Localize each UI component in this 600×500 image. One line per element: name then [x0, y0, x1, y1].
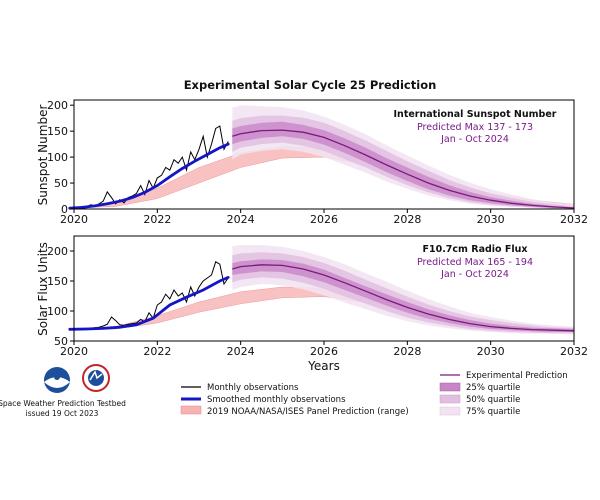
radio-flux-annotation-heading: F10.7cm Radio Flux: [422, 244, 527, 255]
radio-flux-x-tick-label: 2022: [143, 345, 171, 358]
radio-flux-smoothed-line: [68, 276, 230, 331]
sunspot-y-tick-label: 200: [47, 99, 68, 112]
radio-flux-experimental-line: [232, 264, 575, 332]
sunspot-x-tick-label: 2020: [60, 213, 88, 226]
sunspot-x-tick-label: 2022: [143, 213, 171, 226]
sunspot-x-tick-label: 2026: [310, 213, 338, 226]
sunspot-y-tick-label: 100: [47, 151, 68, 164]
x-axis-label: Years: [307, 359, 340, 373]
sunspot-x-tick-label: 2032: [560, 213, 588, 226]
legend-experimental-label: Experimental Prediction: [466, 371, 568, 381]
radio-flux-y-tick-label: 150: [47, 275, 68, 288]
space-weather-logo: [82, 364, 110, 392]
sunspot-ticks: 2020 2022 2024 2026 2028 2030 2032 0 50 100 150 200: [47, 99, 588, 226]
sunspot-x-tick-label: 2024: [227, 213, 255, 226]
radio-flux-x-tick-label: 2032: [560, 345, 588, 358]
radio-flux-x-tick-label: 2028: [393, 345, 421, 358]
legend-q75-label: 75% quartile: [466, 407, 520, 417]
radio-flux-y-tick-label: 50: [54, 335, 68, 348]
noaa-logo: [44, 367, 70, 393]
sunspot-annotation-date: Jan - Oct 2024: [440, 134, 509, 145]
legend-q75-swatch: [439, 406, 461, 416]
legend-panel-swatch: [180, 405, 202, 415]
legend-monthly-label: Monthly observations: [207, 383, 299, 393]
radio-flux-x-tick-label: 2026: [310, 345, 338, 358]
radio-flux-panel: 2020 2022 2024 2026 2028 2030 203250100150200 …: [36, 235, 588, 358]
sunspot-x-tick-label: 2030: [477, 213, 505, 226]
radio-flux-annotation-date: Jan - Oct 2024: [440, 269, 509, 280]
legend-panel-label: 2019 NOAA/NASA/ISES Panel Prediction (ra…: [207, 407, 409, 417]
sunspot-panel: 2020 2022 2024 2026 2028 2030 2032 0 50 100 150 200…: [36, 99, 588, 226]
radio-flux-x-tick-label: 2030: [477, 345, 505, 358]
sunspot-experimental-line: [232, 129, 575, 209]
radio-flux-y-tick-label: 200: [47, 245, 68, 258]
sunspot-y-tick-label: 50: [54, 177, 68, 190]
footer-issued-date: issued 19 Oct 2023: [26, 409, 99, 418]
sunspot-y-axis-label: Sunspot Number: [36, 105, 50, 206]
legend-q25-label: 25% quartile: [466, 383, 520, 393]
sunspot-fills: [73, 105, 575, 209]
sunspot-x-tick-label: 2028: [393, 213, 421, 226]
sunspot-smoothed-line: [68, 142, 230, 210]
legend-observations: Monthly observations Smoothed monthly ob…: [180, 383, 409, 417]
sunspot-annotation-heading: International Sunspot Number: [394, 109, 557, 120]
sunspot-annotation-max: Predicted Max 137 - 173: [417, 122, 533, 133]
radio-flux-y-axis-label: Solar Flux Units: [36, 242, 50, 336]
radio-flux-annotation-max: Predicted Max 165 - 194: [417, 257, 533, 268]
sunspot-y-tick-label: 0: [61, 203, 68, 216]
legend-q25-swatch: [439, 382, 461, 392]
legend-prediction: Experimental Prediction 25% quartile 50%…: [439, 371, 568, 417]
footer-testbed: Space Weather Prediction Testbed: [0, 399, 126, 408]
legend-q50-swatch: [439, 394, 461, 404]
legend-smoothed-label: Smoothed monthly observations: [207, 395, 346, 405]
radio-flux-x-tick-label: 2024: [227, 345, 255, 358]
radio-flux-q25-band: [232, 259, 575, 332]
radio-flux-ticks: 2020 2022 2024 2026 2028 2030 2032 50 100 150 200: [47, 245, 588, 358]
figure-title: Experimental Solar Cycle 25 Prediction: [184, 78, 437, 92]
radio-flux-x-tick-label: 2020: [60, 345, 88, 358]
radio-flux-lines: [68, 261, 575, 332]
sunspot-lines: [68, 125, 575, 210]
sunspot-y-tick-label: 150: [47, 125, 68, 138]
legend-q50-label: 50% quartile: [466, 395, 520, 405]
radio-flux-y-tick-label: 100: [47, 305, 68, 318]
